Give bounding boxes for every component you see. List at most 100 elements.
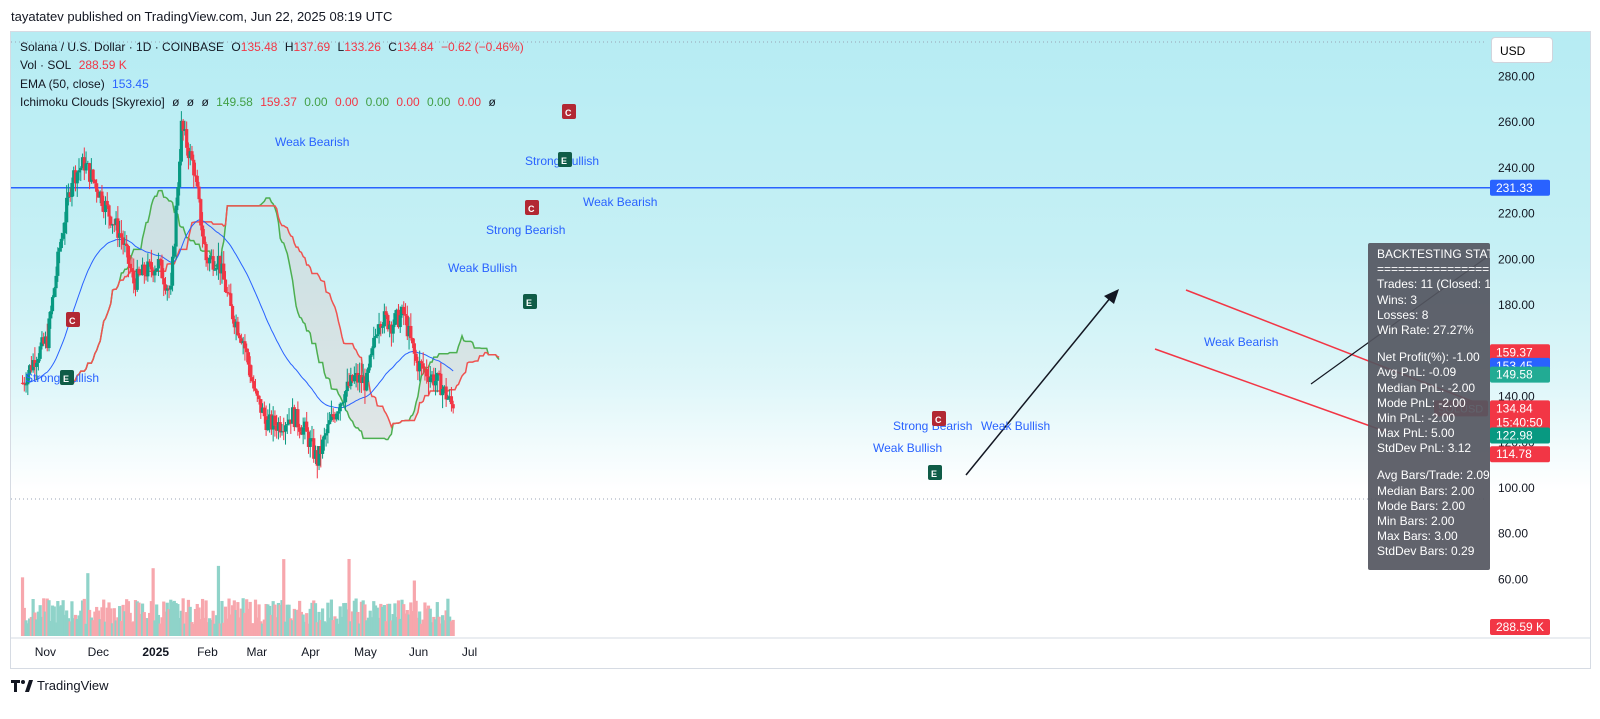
volume-bar <box>276 602 281 636</box>
volume-bar <box>359 601 364 636</box>
candle-body <box>188 151 192 159</box>
volume-bar <box>243 612 247 636</box>
volume-bar <box>116 617 120 636</box>
volume-bar <box>379 603 383 636</box>
candle-body <box>156 259 161 269</box>
candle-body <box>356 372 360 383</box>
volume-bar <box>368 610 372 636</box>
ohlc-c-label: C <box>388 40 397 54</box>
candle-body <box>24 384 28 386</box>
bt-losses: Losses: 8 <box>1377 307 1429 322</box>
volume-bar <box>133 600 138 636</box>
candle-body <box>245 348 249 353</box>
candle-body <box>199 199 203 226</box>
close-marker <box>562 104 576 119</box>
volume-bar <box>227 598 231 636</box>
candle-body <box>350 375 355 382</box>
legend-symbol-row[interactable]: Solana / U.S. Dollar · 1D · COINBASE O13… <box>20 38 528 56</box>
close-marker <box>525 200 539 215</box>
bt-max-pnl: Max PnL: 5.00 <box>1377 426 1455 441</box>
signal-label: Weak Bullish <box>981 419 1050 433</box>
volume-axis-label <box>1490 619 1550 635</box>
legend-volume-row[interactable]: Vol · SOL 288.59 K <box>20 56 528 74</box>
currency-button[interactable]: USD <box>1491 37 1553 63</box>
symbol-title[interactable]: Solana / U.S. Dollar · 1D · COINBASE <box>20 40 225 54</box>
volume-bar <box>347 558 351 636</box>
volume-bar <box>181 598 185 636</box>
candle-body <box>292 407 296 428</box>
price-axis-label-text: 149.58 <box>1496 368 1533 382</box>
publish-caption: tayatatev published on TradingView.com, … <box>11 9 393 24</box>
price-axis-label-text: 159.37 <box>1496 345 1533 359</box>
candle-body <box>36 358 41 363</box>
candle-body <box>162 278 166 285</box>
candle-body <box>102 206 106 213</box>
volume-bar <box>380 606 385 636</box>
volume-bar <box>200 598 205 636</box>
candle-body <box>167 288 171 290</box>
volume-bar <box>350 611 355 636</box>
candle-body <box>379 324 383 328</box>
candle-body <box>389 324 394 334</box>
candle-body <box>439 373 443 396</box>
candle-body <box>200 225 205 237</box>
candle-body <box>151 269 155 276</box>
candle-body <box>128 263 132 269</box>
candle-body <box>193 175 198 177</box>
footer-brand[interactable]: TradingView <box>11 678 109 693</box>
candle-body <box>342 402 346 404</box>
volume-bar <box>283 621 288 636</box>
volume-label: Vol · SOL <box>20 58 72 73</box>
ohlc-o-label: O <box>231 40 241 54</box>
candle-body <box>98 191 102 198</box>
x-axis-tick-label: Nov <box>35 645 56 659</box>
entry-marker <box>523 294 537 309</box>
volume-bar <box>449 621 454 636</box>
volume-bar <box>382 605 386 636</box>
volume-bar <box>275 617 279 636</box>
volume-bar <box>119 620 123 636</box>
bt-stddev-pnl: StdDev PnL: 3.12 <box>1377 441 1472 456</box>
candle-body <box>103 200 108 213</box>
chart-pane[interactable]: Weak Bearish Strong Bullish Strong Bearish… <box>10 31 1591 669</box>
volume-bar <box>342 603 346 636</box>
candle-body <box>243 341 247 349</box>
candle-body <box>186 147 191 159</box>
legend-ema-row[interactable]: EMA (50, close) 153.45 <box>20 75 528 93</box>
volume-bar <box>54 622 58 636</box>
volume-bar <box>42 598 46 636</box>
candle-body <box>410 338 415 344</box>
candle-body <box>280 431 284 433</box>
candle-body <box>125 243 129 247</box>
candle-body <box>66 192 71 198</box>
volume-bar <box>289 618 293 636</box>
candle-body <box>400 306 404 316</box>
candle-body <box>340 403 344 405</box>
candle-body <box>232 319 236 328</box>
volume-bar <box>358 623 362 636</box>
ohlc-l-label: L <box>337 40 345 54</box>
volume-bar <box>33 612 37 636</box>
candle-body <box>163 284 168 291</box>
volume-bar <box>132 621 136 636</box>
signal-label: Weak Bearish <box>1204 335 1278 349</box>
candle-body <box>218 255 222 274</box>
candle-body <box>54 275 58 289</box>
volume-bar <box>50 605 55 636</box>
candle-body <box>239 338 243 344</box>
legend-ichimoku-row[interactable]: Ichimoku Clouds [Skyrexio] ø ø ø 149.58 … <box>20 93 528 111</box>
candle-body <box>174 205 178 247</box>
bt-min-pnl: Min PnL: -2.00 <box>1377 410 1456 425</box>
candle-body <box>358 375 362 383</box>
volume-bar <box>43 611 48 636</box>
y-axis-tick-label: 260.00 <box>1498 115 1535 129</box>
volume-bar <box>151 568 155 636</box>
volume-bar <box>319 619 323 636</box>
candle-body <box>343 391 348 403</box>
candle-body <box>418 361 422 372</box>
volume-bar <box>296 609 300 636</box>
volume-bar <box>292 608 296 636</box>
volume-bar <box>340 616 344 636</box>
x-axis-tick-label: Jun <box>409 645 428 659</box>
